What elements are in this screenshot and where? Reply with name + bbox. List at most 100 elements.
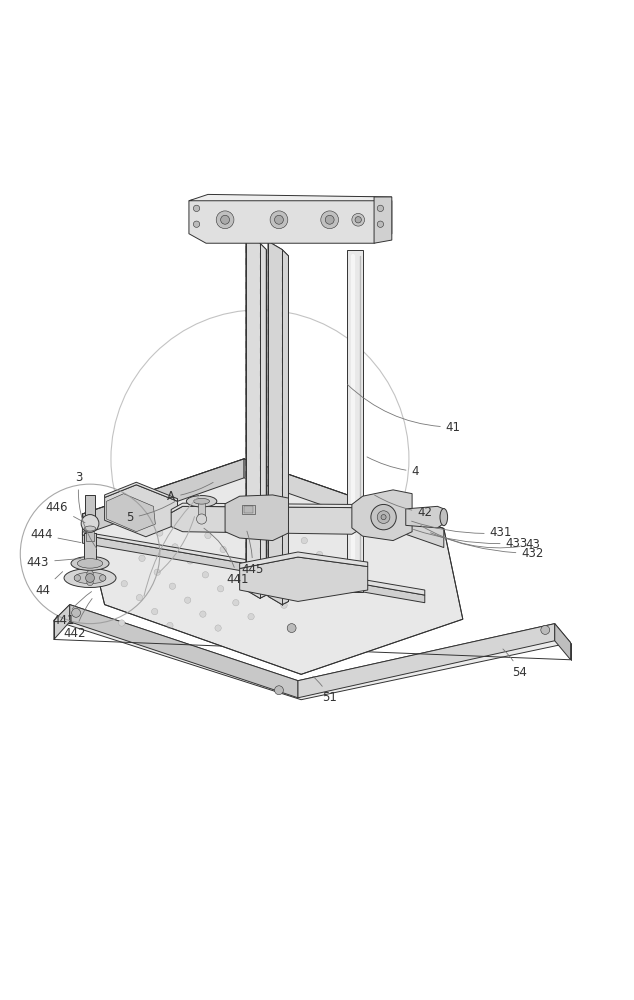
Text: 446: 446 [46,501,85,523]
Circle shape [371,504,396,530]
Polygon shape [555,624,571,660]
Circle shape [541,626,550,634]
Polygon shape [352,490,412,541]
Polygon shape [105,482,178,501]
Polygon shape [347,250,363,592]
Polygon shape [240,557,368,601]
Circle shape [87,570,93,577]
Circle shape [172,544,178,550]
Text: 445: 445 [241,531,264,576]
Polygon shape [244,459,444,548]
Polygon shape [171,506,363,534]
Circle shape [316,551,323,558]
Ellipse shape [84,526,96,531]
Ellipse shape [71,556,109,570]
Ellipse shape [64,568,116,587]
Circle shape [200,611,206,617]
Polygon shape [246,235,266,598]
Text: 443: 443 [27,556,81,569]
Circle shape [100,575,106,581]
Ellipse shape [193,498,209,504]
Bar [84,533,96,563]
Polygon shape [105,485,178,537]
Circle shape [193,221,200,227]
Polygon shape [225,495,288,541]
Circle shape [301,537,307,544]
Circle shape [223,507,229,513]
Polygon shape [189,194,392,201]
Polygon shape [82,532,425,595]
Text: 431: 431 [411,521,512,539]
Circle shape [216,211,234,229]
Text: 41: 41 [347,385,461,434]
Circle shape [268,549,275,555]
Circle shape [253,535,259,541]
Circle shape [87,579,93,586]
Circle shape [256,496,262,502]
Circle shape [190,518,196,525]
Ellipse shape [77,559,103,568]
Polygon shape [246,235,260,598]
Text: 43: 43 [421,526,540,551]
Polygon shape [260,243,266,598]
Circle shape [281,602,287,608]
Circle shape [187,558,193,564]
Polygon shape [70,605,298,698]
Circle shape [217,586,224,592]
Text: 44: 44 [36,572,63,597]
Text: 42: 42 [375,495,432,519]
Circle shape [299,577,305,583]
Circle shape [86,574,94,582]
Polygon shape [268,241,282,605]
Circle shape [270,211,288,229]
Circle shape [152,608,158,615]
Polygon shape [268,241,288,605]
Circle shape [119,620,125,626]
Polygon shape [82,459,463,674]
Circle shape [121,581,127,587]
Polygon shape [374,197,392,243]
Circle shape [202,572,209,578]
Circle shape [124,541,130,548]
Circle shape [321,211,339,229]
Text: 441: 441 [52,592,91,627]
Circle shape [215,625,221,631]
Ellipse shape [74,572,106,584]
Text: 3: 3 [75,471,96,548]
Bar [242,505,255,514]
Text: 444: 444 [30,528,81,543]
Text: 442: 442 [63,599,92,640]
Circle shape [205,532,211,539]
Text: 4: 4 [367,457,419,478]
Circle shape [248,613,254,620]
Text: 432: 432 [430,533,544,560]
Text: 51: 51 [313,676,337,704]
Polygon shape [82,535,425,603]
Bar [244,506,253,513]
Circle shape [221,215,230,224]
Circle shape [235,560,242,567]
Circle shape [81,515,99,532]
Circle shape [197,514,207,524]
Circle shape [169,583,176,589]
Polygon shape [282,250,288,605]
Circle shape [233,600,239,606]
Circle shape [184,597,191,603]
Circle shape [271,510,277,516]
Circle shape [167,622,173,629]
Circle shape [377,221,384,227]
Polygon shape [107,494,155,532]
Circle shape [238,521,244,527]
Circle shape [377,511,390,523]
Circle shape [377,205,384,212]
Circle shape [355,217,361,223]
Circle shape [352,213,365,226]
Circle shape [250,574,257,581]
Text: 54: 54 [503,649,527,679]
Polygon shape [82,459,244,535]
Polygon shape [298,624,555,698]
Polygon shape [171,503,363,513]
Bar [198,501,205,517]
Bar [85,495,95,517]
Text: 441: 441 [204,528,249,586]
